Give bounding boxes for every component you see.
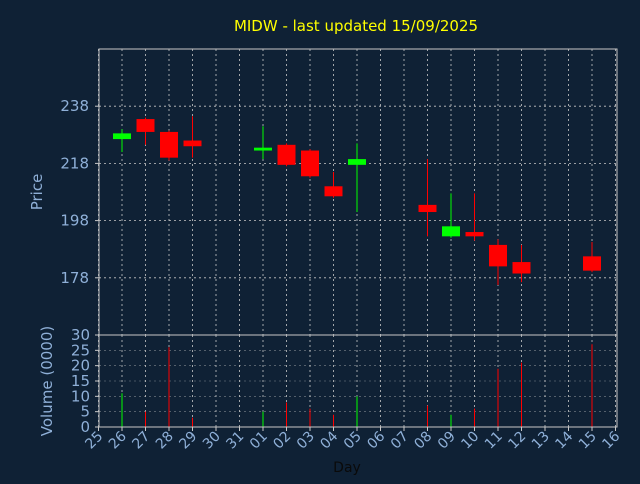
candle-body-15 bbox=[583, 256, 601, 271]
candle-body-03 bbox=[301, 150, 319, 177]
panel-frames bbox=[98, 48, 618, 428]
volume-tick-label: 15 bbox=[71, 372, 90, 390]
price-axis-label: Price bbox=[28, 174, 46, 211]
volume-tick-label: 5 bbox=[80, 403, 90, 421]
x-axis-label: Day bbox=[333, 460, 361, 476]
chart-title: MIDW - last updated 15/09/2025 bbox=[234, 17, 478, 35]
candle-body-05 bbox=[348, 159, 366, 165]
candle-body-02 bbox=[277, 144, 296, 165]
x-tick-labels: 25 26 27 28 29 30 31 01 02 03 04 05 06 07 08 09 10 11 12 13… bbox=[82, 427, 623, 452]
volume-tick-label: 20 bbox=[71, 357, 90, 375]
volume-tick-label: 25 bbox=[71, 341, 90, 359]
candle-body-01 bbox=[254, 147, 272, 151]
price-tick-label: 178 bbox=[60, 269, 89, 287]
candle-body-11 bbox=[489, 244, 507, 267]
candle-body-10 bbox=[465, 232, 484, 237]
candle-body-09 bbox=[442, 226, 460, 237]
candle-body-27 bbox=[136, 119, 155, 132]
candle-body-04 bbox=[324, 186, 343, 197]
volume-axis-label: Volume (0000) bbox=[38, 326, 56, 436]
grid-layer bbox=[98, 49, 617, 427]
volume-tick-label: 30 bbox=[71, 326, 90, 344]
volume-panel-frame bbox=[98, 334, 618, 428]
price-tick-label: 198 bbox=[60, 212, 89, 230]
candle-body-28 bbox=[160, 131, 178, 158]
price-tick-label: 238 bbox=[60, 97, 89, 115]
price-tick-labels: 178 198 218 238 bbox=[60, 97, 99, 287]
volume-bars bbox=[121, 344, 593, 427]
volume-tick-label: 10 bbox=[71, 387, 90, 405]
price-tick-label: 218 bbox=[60, 154, 89, 172]
candle-body-29 bbox=[183, 140, 202, 147]
candle-body-12 bbox=[512, 262, 531, 274]
candle-body-26 bbox=[113, 133, 131, 140]
candle-body-08 bbox=[418, 204, 437, 213]
candles bbox=[113, 116, 601, 285]
volume-tick-label: 0 bbox=[80, 418, 90, 436]
